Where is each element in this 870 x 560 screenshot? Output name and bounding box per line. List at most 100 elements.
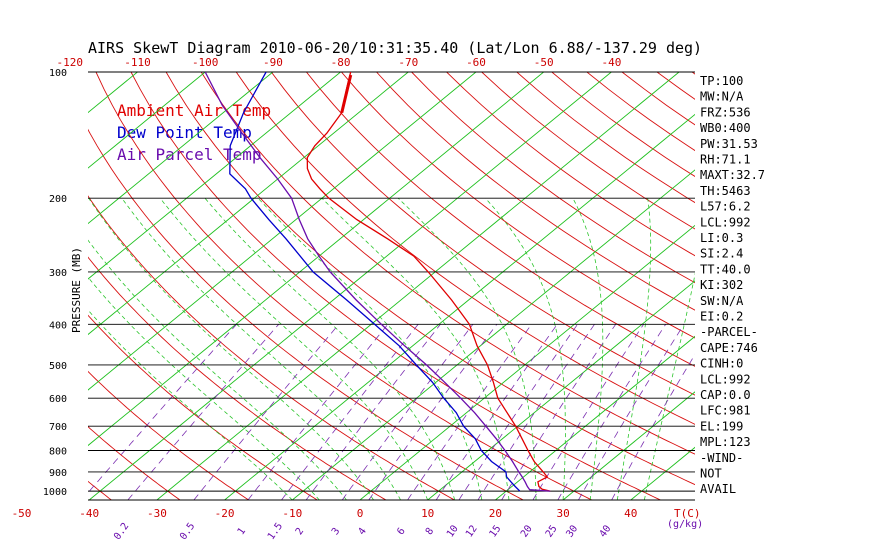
- pressure-tick-label: 200: [49, 194, 67, 205]
- mixing-ratio-tick-label: 20: [519, 523, 535, 539]
- bottom-temp-tick-label: -30: [147, 507, 167, 520]
- isotherm: [0, 72, 70, 500]
- index-entry: TH:5463: [700, 184, 751, 198]
- y-axis-label: PRESSURE (MB): [70, 247, 83, 333]
- isotherm: [0, 72, 2, 500]
- pressure-tick-label: 800: [49, 447, 67, 458]
- index-entry: LCL:992: [700, 215, 751, 229]
- bottom-temp-tick-label: 10: [421, 507, 434, 520]
- index-entry: AVAIL: [700, 482, 736, 496]
- dry-adiabat: [341, 72, 695, 339]
- index-entry: -PARCEL-: [700, 325, 758, 339]
- moist-adiabat: [88, 309, 293, 500]
- dry-adiabat: [411, 72, 695, 284]
- background-lines: [0, 72, 870, 500]
- dry-adiabat: [481, 72, 695, 230]
- mixing-ratio-line: [407, 324, 532, 500]
- pressure-tick-label: 500: [49, 361, 67, 372]
- moist-adiabat: [572, 198, 604, 500]
- mixing-ratio-line: [435, 324, 558, 500]
- bottom-temp-tick-label: -40: [79, 507, 99, 520]
- dry-adiabat: [88, 370, 249, 500]
- index-entry: SI:2.4: [700, 247, 743, 261]
- index-entry: CAPE:746: [700, 341, 758, 355]
- mixing-ratio-line: [578, 324, 685, 500]
- isotherm: [224, 113, 695, 500]
- dry-adiabat: [797, 72, 870, 500]
- mixing-ratio-tick-label: 40: [598, 523, 614, 539]
- index-entry: LCL:992: [700, 372, 751, 386]
- dry-adiabat: [200, 72, 695, 455]
- dry-adiabat: [832, 72, 870, 500]
- index-entry: CINH:0: [700, 357, 743, 371]
- bottom-temp-tick-label: -20: [215, 507, 235, 520]
- mixing-ratio-line: [532, 324, 644, 500]
- pressure-tick-label: 600: [49, 394, 67, 405]
- mixing-ratio-tick-label: 15: [488, 523, 504, 539]
- index-entry: NOT: [700, 467, 722, 481]
- legend: Ambient Air Temp Dew Point Temp Air Parc…: [117, 101, 271, 164]
- mixing-ratio-line: [193, 324, 340, 500]
- isotherm: [88, 72, 409, 336]
- bottom-temp-tick-label: 30: [556, 507, 569, 520]
- index-entry: MAXT:32.7: [700, 168, 765, 182]
- index-entry: EI:0.2: [700, 310, 743, 324]
- top-temp-tick-label: -110: [124, 56, 151, 69]
- bottom-temp-tick-label: -50: [12, 507, 32, 520]
- dry-adiabat: [0, 72, 43, 500]
- mixing-ratio-tick-label: 0.2: [112, 521, 131, 542]
- moist-adiabat: [88, 197, 374, 500]
- mixing-ratio-tick-label: 3: [330, 526, 342, 537]
- dry-adiabat: [88, 480, 112, 500]
- moist-adiabat: [257, 197, 483, 500]
- dry-adiabat: [165, 72, 695, 486]
- parcel-line: [204, 72, 551, 492]
- chart-title: AIRS SkewT Diagram 2010-06-20/10:31:35.4…: [88, 39, 702, 57]
- moist-adiabat: [485, 197, 566, 500]
- moist-adiabat: [121, 197, 401, 500]
- index-entry: LI:0.3: [700, 231, 743, 245]
- mixing-ratio-tick-label: 25: [544, 523, 560, 539]
- mixing-ratio-line: [305, 324, 441, 500]
- mixing-ratio-line: [477, 324, 595, 500]
- moist-adiabat: [159, 197, 429, 500]
- top-temp-tick-label: -70: [398, 56, 418, 69]
- mixing-ratio-line: [281, 324, 419, 500]
- mixing-ratio-tick-label: 4: [356, 526, 368, 537]
- index-entry: WB0:400: [700, 121, 751, 135]
- index-entry: FRZ:536: [700, 105, 751, 119]
- mixing-ratio-tick-label: 1.5: [266, 521, 285, 542]
- moist-adiabat: [397, 197, 537, 500]
- index-entry: -WIND-: [700, 451, 743, 465]
- top-temp-tick-label: -40: [601, 56, 621, 69]
- top-temp-tick-label: -120: [57, 56, 84, 69]
- pressure-tick-label: 100: [49, 68, 67, 79]
- mixing-ratio-tick-label: 1: [236, 526, 248, 537]
- index-entry: SW:N/A: [700, 294, 744, 308]
- isotherm: [88, 72, 544, 447]
- dry-adiabat: [270, 72, 695, 396]
- moist-adiabat: [88, 276, 320, 500]
- mixing-ratio-line: [458, 324, 578, 500]
- isotherm: [88, 72, 341, 280]
- mixing-ratio-tick-label: 6: [395, 526, 407, 537]
- isotherm: [495, 335, 695, 500]
- ambient-temp-upper-segment: [340, 74, 353, 113]
- mixing-ratio-tick-label: 30: [564, 523, 580, 539]
- legend-dewpoint: Dew Point Temp: [117, 123, 252, 142]
- mixing-ratio-unit: (g/kg): [667, 519, 703, 530]
- pressure-tick-label: 900: [49, 468, 67, 479]
- isotherm: [292, 169, 695, 500]
- ambient-temp-line: [306, 72, 551, 492]
- index-entry: RH:71.1: [700, 153, 751, 167]
- mixing-ratio-line: [341, 324, 474, 500]
- index-entry: L57:6.2: [700, 200, 751, 214]
- index-entry: PW:31.53: [700, 137, 758, 151]
- pressure-tick-label: 400: [49, 320, 67, 331]
- mixing-ratio-tick-label: 2: [294, 526, 306, 537]
- pressure-tick-label: 700: [49, 422, 67, 433]
- mixing-ratio-line: [611, 353, 695, 500]
- bottom-temp-tick-label: 40: [624, 507, 637, 520]
